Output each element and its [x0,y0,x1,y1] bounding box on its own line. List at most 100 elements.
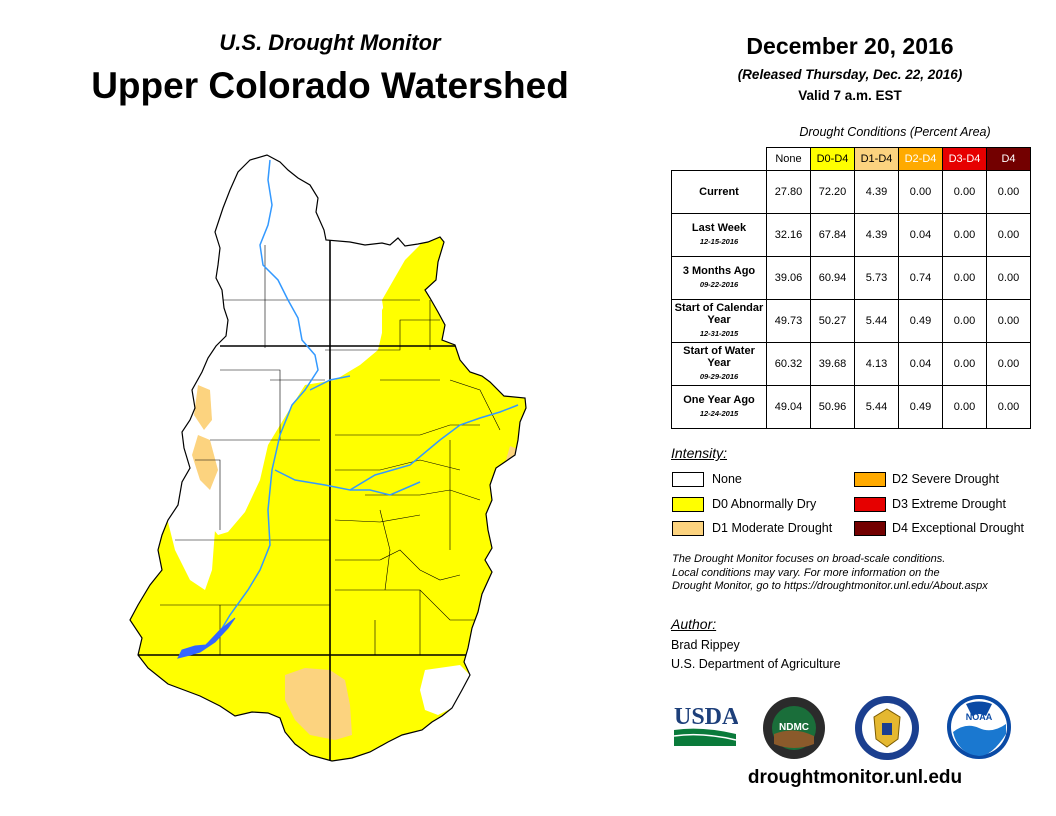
col-header-d1-d4: D1-D4 [854,147,899,171]
row-date: 12-31-2015 [699,329,739,338]
table-cell: 39.06 [766,256,811,300]
table-cell: 0.00 [942,213,987,257]
table-cell: 72.20 [810,170,855,214]
table-cell: 5.73 [854,256,899,300]
table-cell: 60.32 [766,342,811,386]
d1-area-west-2 [192,435,218,490]
watershed-map [129,154,527,762]
table-cell: 0.04 [898,342,943,386]
legend-label-d4: D4 Exceptional Drought [892,521,1025,535]
note-line-1: The Drought Monitor focuses on broad-sca… [672,553,946,565]
row-date: 09-22-2016 [699,280,739,289]
table-cell: 5.44 [854,299,899,343]
table-cell: 67.84 [810,213,855,257]
table-cell: 4.13 [854,342,899,386]
row-label-text: 3 Months Ago [682,265,756,277]
table-cell: 0.04 [898,213,943,257]
drought-conditions-table: None D0-D4 D1-D4 D2-D4 D3-D4 D4 Current … [671,147,1031,429]
table-cell: 49.04 [766,385,811,429]
row-label-text: One Year Ago [683,394,755,406]
map-date: December 20, 2016 [746,33,954,59]
note-line-2: Local conditions may vary. For more info… [672,566,940,579]
table-header-blank [672,148,767,171]
commerce-seal [855,696,919,760]
table-row-start-calendar-year: Start of Calendar Year 12-31-2015 49.73 5… [671,299,1031,343]
ndmc-logo-text: NDMC [779,722,809,733]
table-caption: Drought Conditions (Percent Area) [799,125,991,139]
table-cell: 0.00 [942,170,987,214]
row-label: One Year Ago 12-24-2015 [671,385,767,429]
row-label-text: Current [699,186,739,198]
table-cell: 0.49 [898,385,943,429]
legend-swatch-d3 [854,497,886,512]
d1-area-west-1 [194,385,212,430]
legend-label-d1: D1 Moderate Drought [712,521,833,535]
legend-swatch-d4 [854,521,886,536]
table-cell: 5.44 [854,385,899,429]
col-header-d0-d4: D0-D4 [810,147,855,171]
row-label: Current [671,170,767,214]
legend-label-d2: D2 Severe Drought [892,472,1000,486]
map-title: Upper Colorado Watershed [91,65,569,106]
noaa-logo-text: NOAA [966,712,993,722]
row-date: 12-15-2016 [699,237,739,246]
table-cell: 0.00 [986,385,1031,429]
lake-powell [177,617,236,659]
table-cell: 0.00 [942,299,987,343]
disclaimer-note: The Drought Monitor focuses on broad-sca… [672,553,1042,594]
table-row-last-week: Last Week 12-15-2016 32.16 67.84 4.39 0.0… [671,213,1031,257]
col-header-d4: D4 [986,147,1031,171]
table-row-current: Current 27.80 72.20 4.39 0.00 0.00 0.00 [671,170,1031,214]
legend-title: Intensity: [671,445,728,461]
note-line-3: Drought Monitor, go to https://droughtmo… [672,580,988,592]
d0-area-northeast [382,245,438,345]
none-area-southeast [420,665,470,715]
author-organization: U.S. Department of Agriculture [671,657,841,671]
table-cell: 50.27 [810,299,855,343]
table-cell: 49.73 [766,299,811,343]
noaa-logo: NOAA [947,695,1011,759]
col-header-d2-d4: D2-D4 [898,147,943,171]
table-cell: 0.00 [986,342,1031,386]
table-cell: 0.00 [986,299,1031,343]
table-cell: 0.00 [942,342,987,386]
table-cell: 4.39 [854,213,899,257]
table-cell: 0.00 [942,385,987,429]
row-date: 12-24-2015 [699,409,739,418]
table-cell: 50.96 [810,385,855,429]
none-area-northwest [178,155,235,350]
row-date: 09-29-2016 [699,372,739,381]
map-subtitle: U.S. Drought Monitor [219,30,441,55]
county-borders [160,245,501,656]
row-label: Start of Calendar Year 12-31-2015 [671,299,767,343]
table-cell: 0.49 [898,299,943,343]
valid-time: Valid 7 a.m. EST [798,88,902,103]
author-name: Brad Rippey [671,638,740,652]
legend-swatch-d0 [672,497,704,512]
usda-logo-text: USDA [674,704,738,730]
d1-area-south [285,668,352,740]
table-cell: 0.74 [898,256,943,300]
col-header-none: None [766,147,811,171]
table-cell: 60.94 [810,256,855,300]
row-label: Last Week 12-15-2016 [671,213,767,257]
table-cell: 27.80 [766,170,811,214]
row-label-text: Start of Calendar Year [674,302,764,326]
table-header-row: None D0-D4 D1-D4 D2-D4 D3-D4 D4 [672,147,1031,171]
usda-logo: USDA [673,704,738,746]
row-label: 3 Months Ago 09-22-2016 [671,256,767,300]
table-cell: 0.00 [986,213,1031,257]
row-label-text: Last Week [691,222,747,234]
table-cell: 0.00 [898,170,943,214]
author-label: Author: [671,616,717,632]
legend-label-none: None [712,472,742,486]
col-header-d3-d4: D3-D4 [942,147,987,171]
legend-swatch-d2 [854,472,886,487]
table-row-3-months-ago: 3 Months Ago 09-22-2016 39.06 60.94 5.73 … [671,256,1031,300]
table-cell: 39.68 [810,342,855,386]
row-label-text: Start of Water Year [683,345,755,369]
website-link[interactable]: droughtmonitor.unl.edu [747,767,963,788]
none-area-north [180,155,450,535]
watershed-outline [129,154,527,762]
table-cell: 4.39 [854,170,899,214]
